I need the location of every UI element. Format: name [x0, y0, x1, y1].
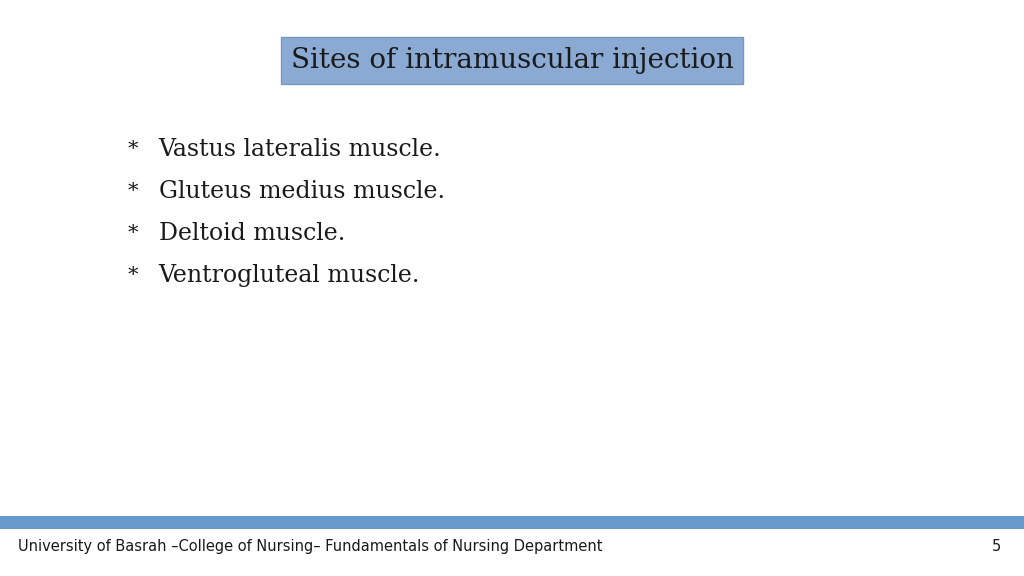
Text: 5: 5 [992, 539, 1001, 554]
Text: Sites of intramuscular injection: Sites of intramuscular injection [291, 47, 733, 74]
Text: *: * [128, 225, 138, 243]
Text: *: * [128, 141, 138, 159]
Text: University of Basrah –College of Nursing– Fundamentals of Nursing Department: University of Basrah –College of Nursing… [18, 539, 603, 554]
Text: *: * [128, 183, 138, 201]
Text: Gluteus medius muscle.: Gluteus medius muscle. [159, 180, 444, 203]
Text: Vastus lateralis muscle.: Vastus lateralis muscle. [159, 138, 441, 161]
Text: Ventrogluteal muscle.: Ventrogluteal muscle. [159, 264, 420, 287]
Text: Deltoid muscle.: Deltoid muscle. [159, 222, 345, 245]
Text: *: * [128, 267, 138, 285]
